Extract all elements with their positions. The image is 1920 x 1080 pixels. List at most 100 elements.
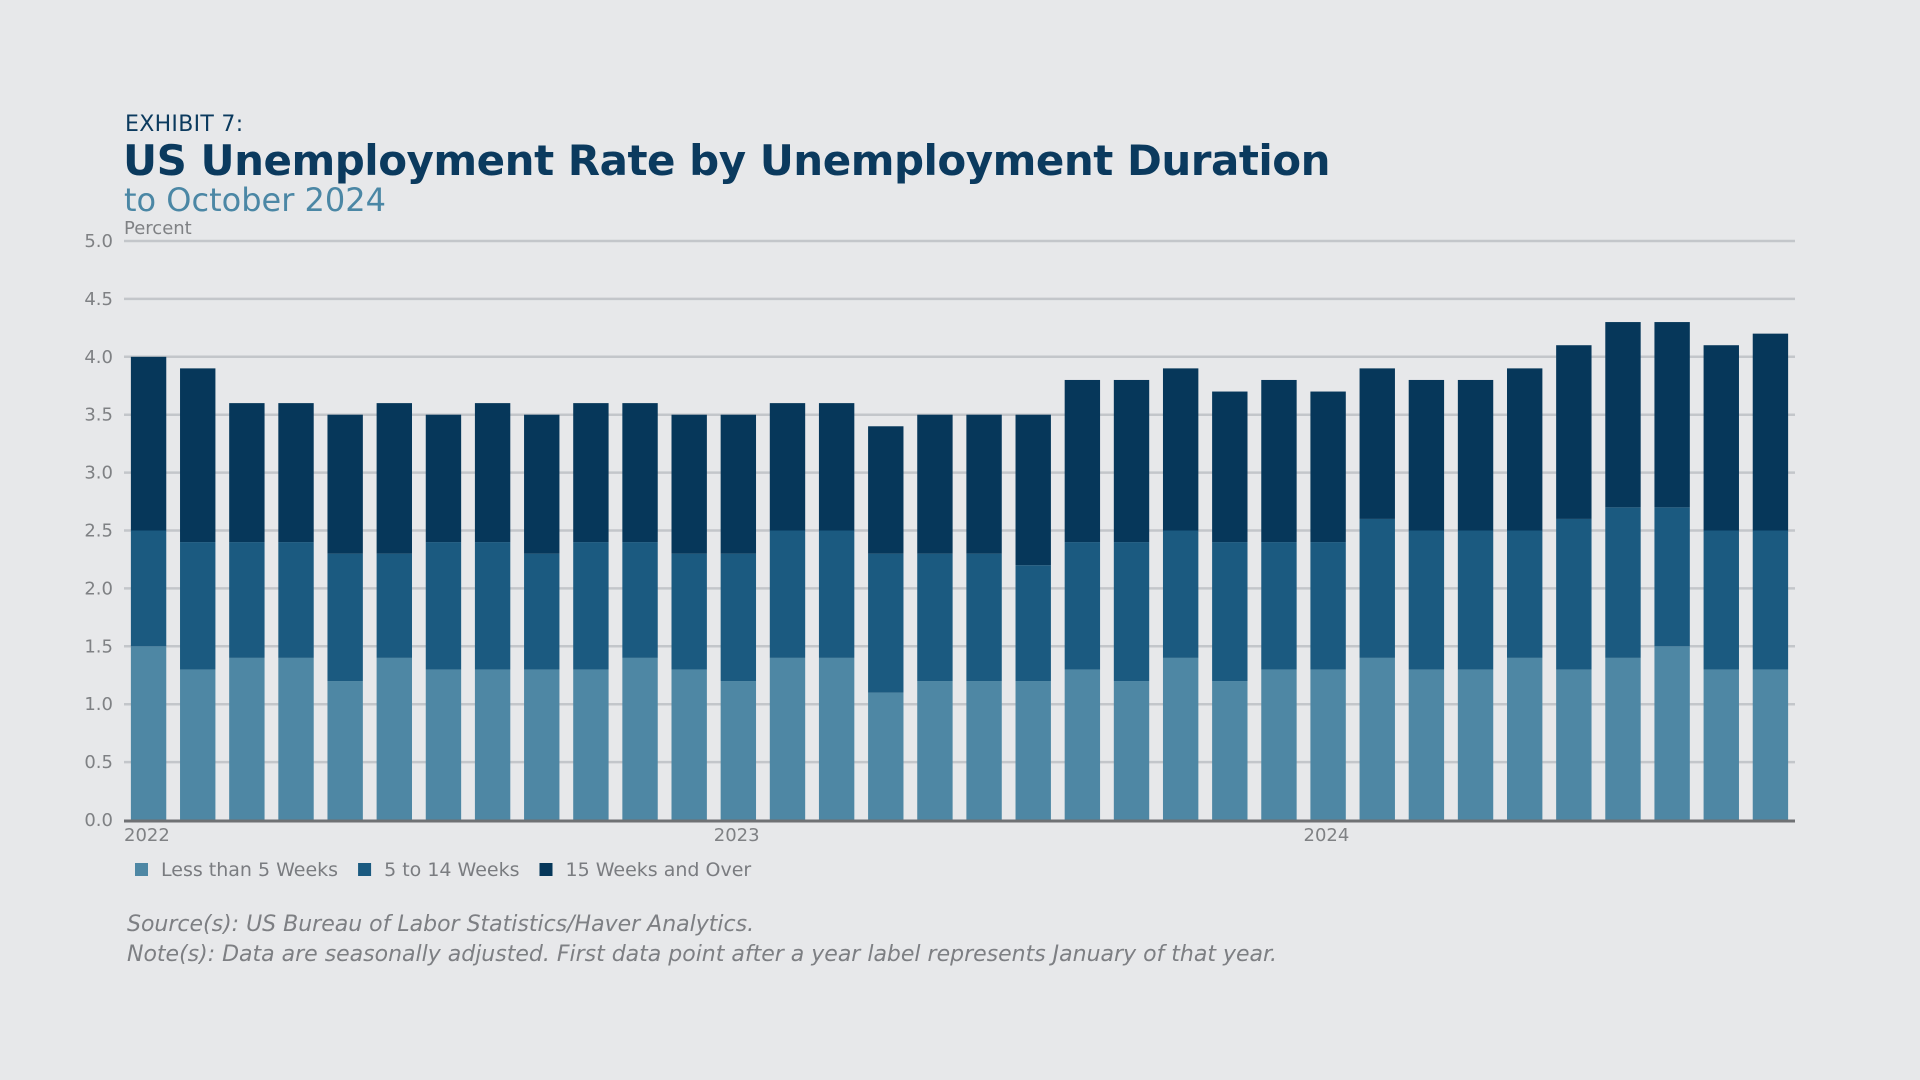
- bar-segment: [1506, 530, 1543, 658]
- bar-segment: [130, 646, 167, 820]
- bar-segment: [1359, 657, 1395, 820]
- bar-segment: [671, 414, 707, 554]
- bar-segment: [1064, 669, 1101, 820]
- bar-segment: [1605, 507, 1641, 658]
- bar-segment: [327, 681, 363, 820]
- bar-segment: [524, 414, 560, 554]
- bar-segment: [1015, 414, 1051, 566]
- bar-segment: [425, 669, 462, 820]
- bar-segment: [818, 657, 855, 820]
- bar-segment: [425, 414, 462, 543]
- bar-segment: [130, 356, 167, 531]
- bar-segment: [1162, 368, 1199, 531]
- y-tick-label: 4.0: [84, 347, 113, 368]
- bar-segment: [1359, 518, 1395, 658]
- bar-segment: [1064, 542, 1101, 670]
- bar-segment: [966, 553, 1002, 682]
- bar-segment: [622, 403, 658, 543]
- bar-segment: [425, 542, 462, 670]
- y-tick-label: 2.5: [84, 521, 113, 542]
- bar-segment: [917, 681, 953, 820]
- bar-segment: [130, 530, 167, 647]
- bar-segment: [327, 414, 363, 554]
- y-tick-label: 2.0: [84, 578, 113, 599]
- bar-segment: [1113, 542, 1150, 682]
- y-axis-label: Percent: [124, 218, 192, 239]
- bar-segment: [1310, 391, 1346, 543]
- bar-segment: [1261, 379, 1297, 543]
- bar-segment: [1703, 669, 1739, 820]
- bar-segment: [573, 542, 609, 670]
- bar-segment: [327, 553, 363, 682]
- chart-subtitle: to October 2024: [124, 181, 386, 219]
- bar-segment: [278, 657, 314, 820]
- bar-segment: [376, 403, 413, 554]
- bar-segment: [524, 553, 560, 670]
- bar-segment: [1556, 345, 1592, 519]
- bar-segment: [1703, 345, 1739, 531]
- bar-segment: [474, 542, 511, 670]
- x-tick-label: 2024: [1304, 825, 1350, 846]
- legend-item: 5 to 14 Weeks: [358, 859, 520, 881]
- gridlines: [124, 239, 1795, 764]
- y-tick-label: 4.5: [84, 289, 113, 310]
- source-note: Source(s): US Bureau of Labor Statistics…: [127, 912, 755, 937]
- bar-segment: [1408, 530, 1445, 670]
- y-tick-label: 1.0: [84, 694, 113, 715]
- legend: Less than 5 Weeks 5 to 14 Weeks 15 Weeks a…: [135, 859, 751, 881]
- bar-segment: [1310, 669, 1346, 820]
- bar-segment: [1654, 646, 1690, 820]
- bar-segment: [180, 542, 216, 670]
- bar-segment: [868, 692, 904, 820]
- x-tick-label: 2022: [124, 825, 170, 846]
- bar-segment: [1457, 669, 1494, 820]
- legend-swatch: [135, 863, 148, 876]
- y-tick-label: 1.5: [84, 636, 113, 657]
- bar-segment: [180, 669, 216, 820]
- bar-segment: [1457, 530, 1494, 670]
- legend-swatch: [539, 863, 553, 876]
- legend-label: Less than 5 Weeks: [161, 859, 338, 881]
- bar-segment: [1556, 669, 1592, 820]
- x-tick-label: 2023: [714, 825, 760, 846]
- bar-segment: [1408, 379, 1445, 531]
- bar-segment: [180, 368, 216, 543]
- bar-segment: [474, 669, 511, 820]
- legend-swatch: [358, 863, 372, 876]
- bar-segment: [1605, 322, 1641, 508]
- bar-segment: [1261, 669, 1297, 820]
- bar-segment: [868, 553, 904, 693]
- bar-segment: [229, 657, 265, 820]
- bar-segment: [1408, 669, 1445, 820]
- bar-segment: [1752, 669, 1789, 820]
- bar-segment: [1605, 657, 1641, 820]
- y-tick-label: 5.0: [84, 231, 113, 252]
- bar-segment: [1113, 379, 1150, 543]
- bar-segment: [1015, 565, 1051, 682]
- bar-segment: [818, 530, 855, 658]
- bar-segment: [769, 530, 806, 658]
- axes: 0.0 0.5 1.0 1.5 2.0 2.5 3.0 3.5 4.0 4.5 5.0 Percent…: [84, 218, 1795, 846]
- bar-segment: [1654, 322, 1690, 508]
- bar-segment: [966, 681, 1002, 820]
- bars: [130, 322, 1789, 820]
- bar-segment: [1162, 530, 1199, 658]
- legend-label: 5 to 14 Weeks: [384, 859, 519, 881]
- bar-segment: [671, 553, 707, 670]
- bar-segment: [1752, 333, 1789, 531]
- exhibit-label: EXHIBIT 7:: [125, 112, 244, 137]
- bar-segment: [1261, 542, 1297, 670]
- bar-segment: [376, 657, 413, 820]
- y-tick-label: 3.5: [84, 405, 113, 426]
- legend-item: Less than 5 Weeks: [135, 859, 338, 881]
- data-note: Note(s): Data are seasonally adjusted. F…: [127, 942, 1278, 967]
- bar-segment: [720, 681, 757, 820]
- bar-segment: [1359, 368, 1395, 519]
- y-tick-label: 0.5: [84, 752, 113, 773]
- bar-segment: [278, 403, 314, 543]
- bar-segment: [278, 542, 314, 658]
- bar-segment: [1654, 507, 1690, 647]
- bar-segment: [720, 414, 757, 554]
- bar-segment: [818, 403, 855, 531]
